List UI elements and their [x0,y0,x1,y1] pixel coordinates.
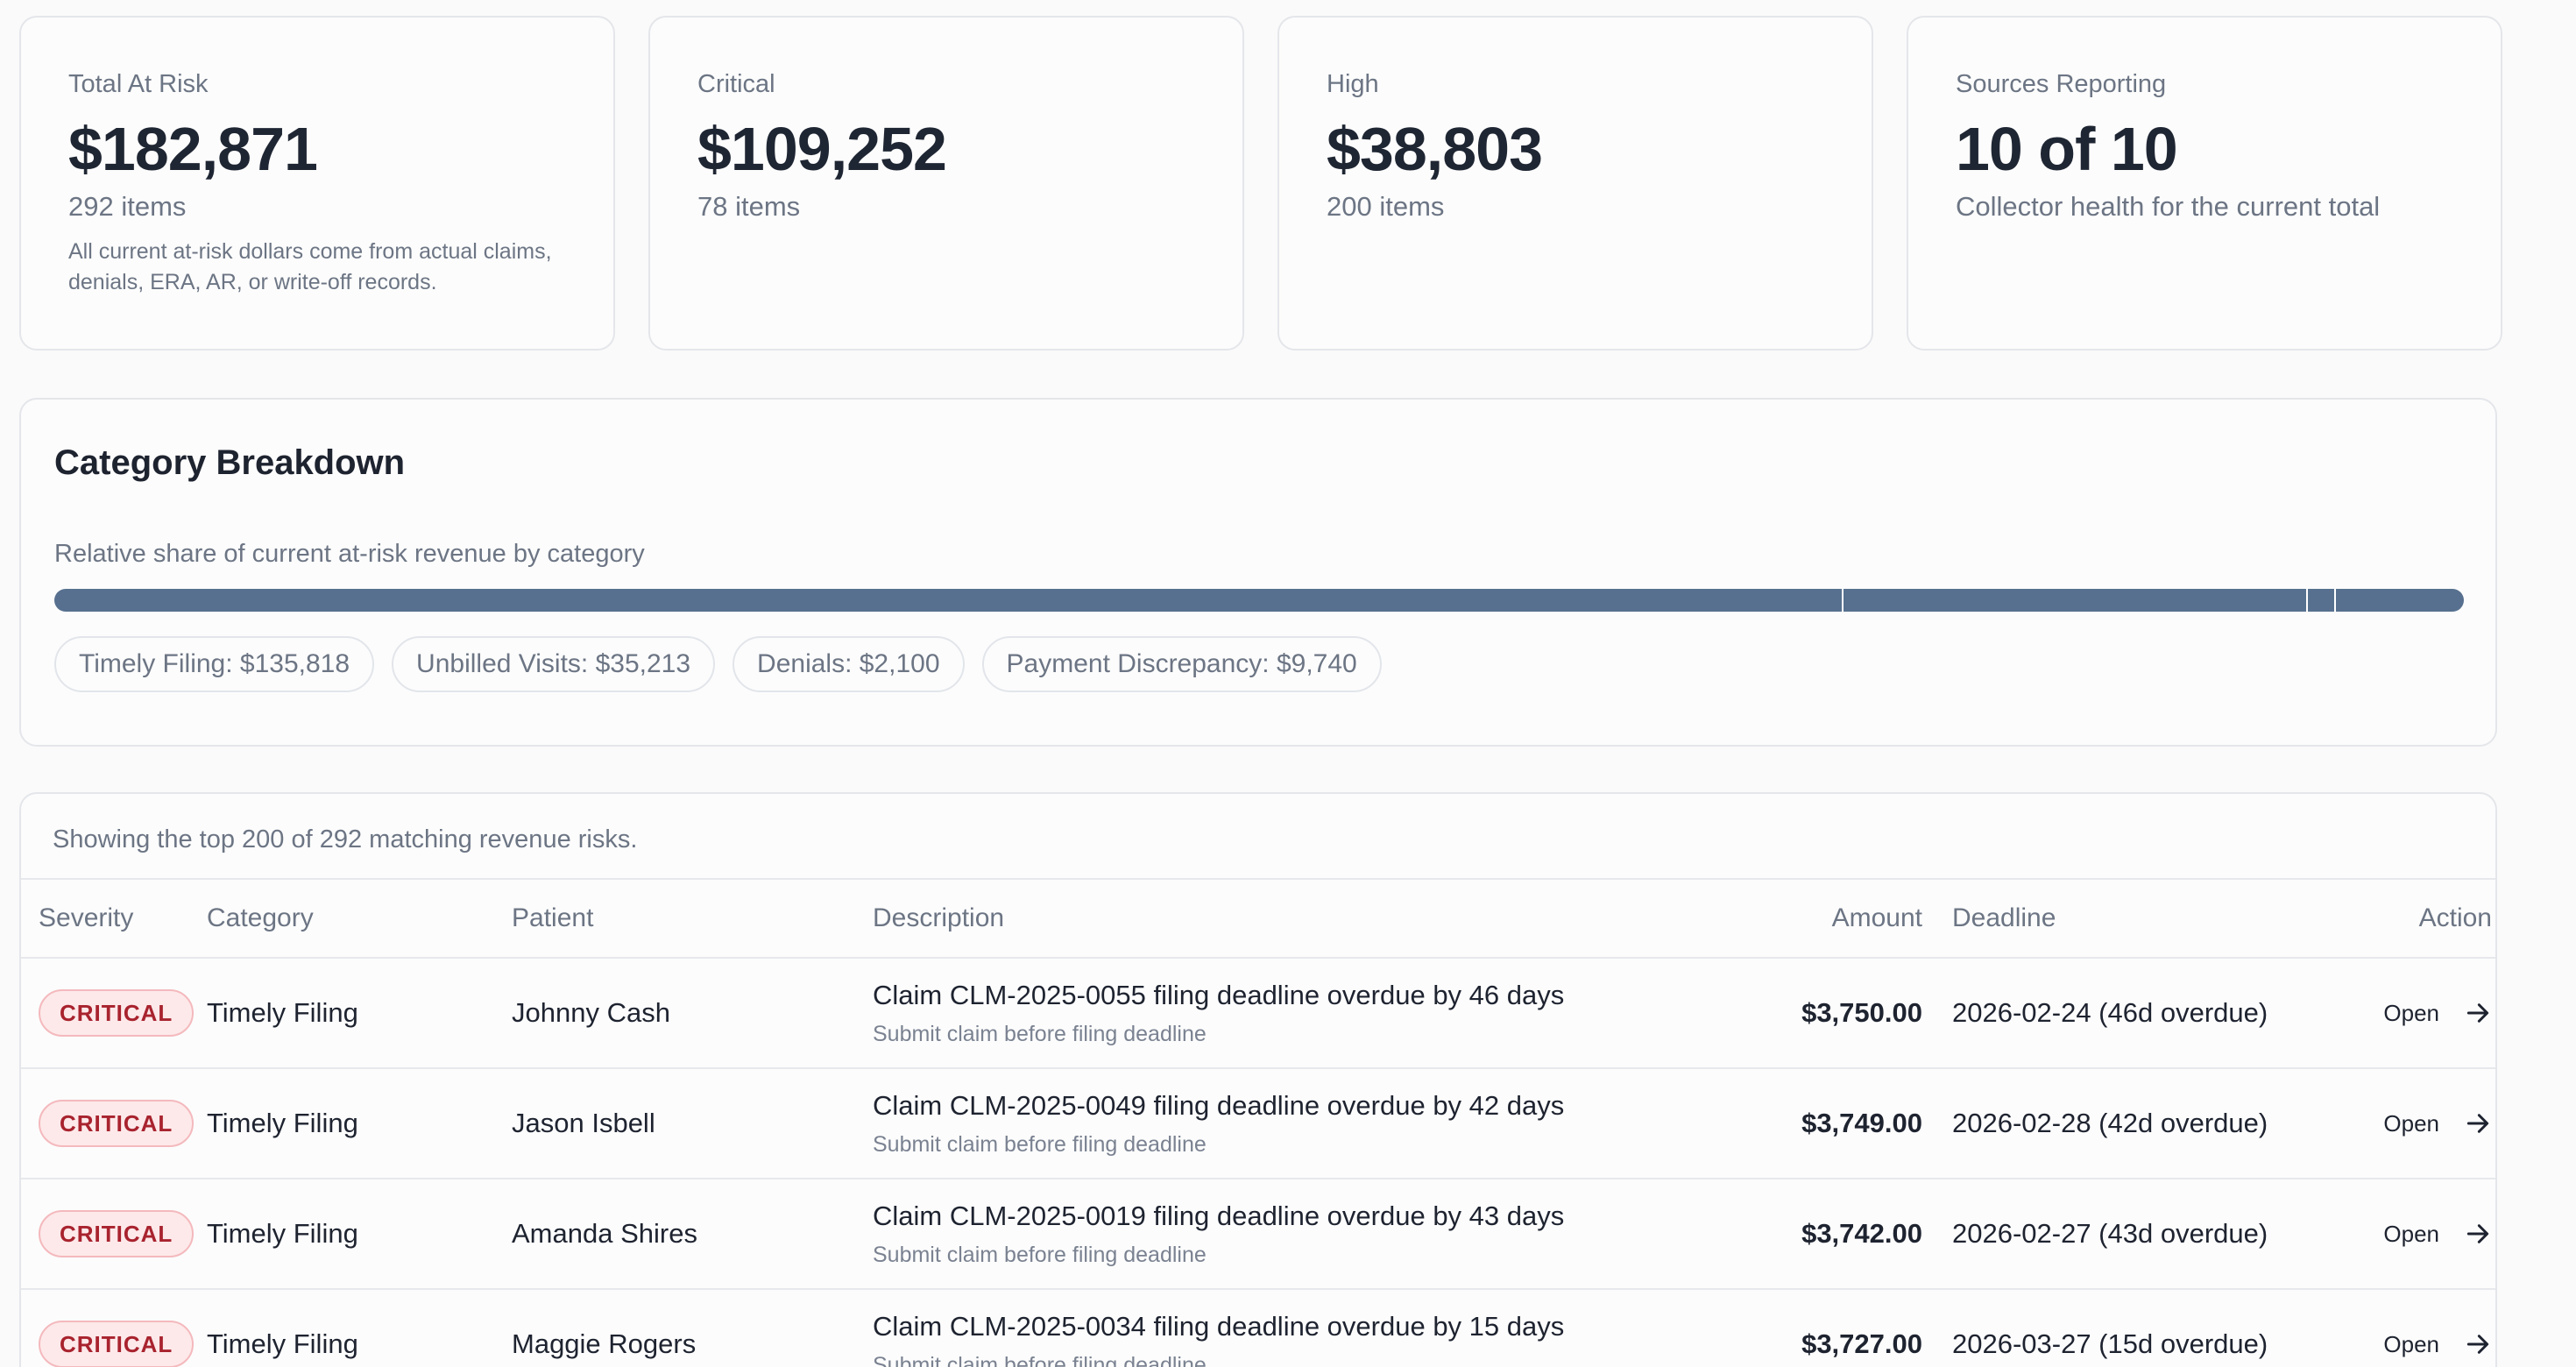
summary-cards: Total At Risk $182,871 292 items All cur… [19,16,2502,351]
severity-badge: CRITICAL [39,1210,195,1257]
header-patient[interactable]: Patient [512,903,594,932]
amount-cell: $3,749.00 [1801,1108,1922,1138]
header-description[interactable]: Description [873,903,1005,932]
card-sub: 292 items [68,191,187,222]
description-cell: Claim CLM-2025-0034 filing deadline over… [873,1309,1574,1367]
section-subtitle: Relative share of current at-risk revenu… [54,540,645,568]
patient-cell: Maggie Rogers [512,1328,697,1359]
open-button[interactable]: Open [2383,1220,2492,1248]
deadline-cell: 2026-02-27 (43d overdue) [1952,1218,2268,1249]
description-title: Claim CLM-2025-0049 filing deadline over… [873,1090,1565,1121]
arrow-right-icon [2466,1335,2489,1354]
revenue-risks-table: Showing the top 200 of 292 matching reve… [19,792,2497,1367]
header-category[interactable]: Category [207,903,314,932]
section-title: Category Breakdown [54,443,406,482]
open-button[interactable]: Open [2383,999,2492,1027]
description-cell: Claim CLM-2025-0049 filing deadline over… [873,1088,1574,1158]
share-segment-denials [2307,589,2336,612]
header-action: Action [2418,903,2492,932]
card-sources-reporting: Sources Reporting 10 of 10 Collector hea… [1907,16,2502,351]
severity-cell: CRITICAL [21,1100,207,1147]
card-label: Critical [697,70,775,98]
open-label: Open [2383,1109,2439,1137]
open-button[interactable]: Open [2383,1330,2492,1358]
category-cell: Timely Filing [207,1108,358,1138]
card-label: Total At Risk [68,70,209,98]
open-label: Open [2383,1220,2439,1247]
card-sub: 200 items [1327,191,1445,222]
table-caption: Showing the top 200 of 292 matching reve… [21,794,2495,880]
category-cell: Timely Filing [207,1218,358,1249]
card-label: Sources Reporting [1956,70,2167,98]
description-title: Claim CLM-2025-0055 filing deadline over… [873,980,1565,1010]
share-segment-unbilled-visits [1844,589,2308,612]
severity-badge: CRITICAL [39,1100,195,1147]
action-cell: Open [2360,1109,2495,1137]
table-header-row: Severity Category Patient Description Am… [21,880,2495,959]
description-title: Claim CLM-2025-0019 filing deadline over… [873,1201,1565,1231]
header-deadline[interactable]: Deadline [1952,903,2056,932]
action-cell: Open [2360,1220,2495,1248]
card-total-at-risk: Total At Risk $182,871 292 items All cur… [19,16,615,351]
severity-badge: CRITICAL [39,989,195,1037]
deadline-cell: 2026-03-27 (15d overdue) [1952,1328,2268,1359]
card-value: $182,871 [68,115,318,183]
table-row[interactable]: CRITICAL Timely Filing Amanda Shires Cla… [21,1179,2495,1290]
pill-unbilled-visits[interactable]: Unbilled Visits: $35,213 [392,636,716,692]
amount-cell: $3,742.00 [1801,1218,1922,1249]
category-cell: Timely Filing [207,997,358,1028]
header-amount[interactable]: Amount [1831,903,1922,932]
description-subtext: Submit claim before filing deadline [873,1022,1207,1046]
severity-cell: CRITICAL [21,989,207,1037]
description-subtext: Submit claim before filing deadline [873,1132,1207,1157]
pill-timely-filing[interactable]: Timely Filing: $135,818 [54,636,375,692]
open-label: Open [2383,1330,2439,1357]
card-label: High [1327,70,1379,98]
open-button[interactable]: Open [2383,1109,2492,1137]
card-sub: 78 items [697,191,801,222]
card-value: 10 of 10 [1956,115,2178,183]
category-share-bar [54,589,2464,612]
share-segment-timely-filing [54,589,1844,612]
description-cell: Claim CLM-2025-0019 filing deadline over… [873,1199,1574,1269]
card-value: $109,252 [697,115,947,183]
description-subtext: Submit claim before filing deadline [873,1243,1207,1267]
card-critical: Critical $109,252 78 items [648,16,1244,351]
card-value: $38,803 [1327,115,1543,183]
pill-payment-discrepancy[interactable]: Payment Discrepancy: $9,740 [981,636,1382,692]
arrow-right-icon [2466,1224,2489,1243]
description-cell: Claim CLM-2025-0055 filing deadline over… [873,978,1574,1048]
description-subtext: Submit claim before filing deadline [873,1353,1207,1367]
amount-cell: $3,727.00 [1801,1328,1922,1359]
deadline-cell: 2026-02-28 (42d overdue) [1952,1108,2268,1138]
severity-badge: CRITICAL [39,1321,195,1367]
arrow-right-icon [2466,1114,2489,1133]
deadline-cell: 2026-02-24 (46d overdue) [1952,997,2268,1028]
severity-cell: CRITICAL [21,1321,207,1367]
card-high: High $38,803 200 items [1277,16,1873,351]
category-pills: Timely Filing: $135,818 Unbilled Visits:… [54,636,2464,692]
patient-cell: Jason Isbell [512,1108,655,1138]
category-cell: Timely Filing [207,1328,358,1359]
patient-cell: Amanda Shires [512,1218,697,1249]
open-label: Open [2383,999,2439,1026]
action-cell: Open [2360,1330,2495,1358]
severity-cell: CRITICAL [21,1210,207,1257]
category-breakdown-panel: Category Breakdown Relative share of cur… [19,398,2497,747]
card-note: All current at-risk dollars come from ac… [68,239,552,294]
action-cell: Open [2360,999,2495,1027]
card-sub: Collector health for the current total [1956,191,2381,222]
pill-denials[interactable]: Denials: $2,100 [732,636,965,692]
patient-cell: Johnny Cash [512,997,670,1028]
amount-cell: $3,750.00 [1801,997,1922,1028]
arrow-right-icon [2466,1003,2489,1023]
table-row[interactable]: CRITICAL Timely Filing Maggie Rogers Cla… [21,1290,2495,1367]
header-severity[interactable]: Severity [39,903,134,932]
share-segment-payment-discrepancy [2335,589,2464,612]
table-row[interactable]: CRITICAL Timely Filing Johnny Cash Claim… [21,959,2495,1069]
description-title: Claim CLM-2025-0034 filing deadline over… [873,1311,1565,1342]
table-row[interactable]: CRITICAL Timely Filing Jason Isbell Clai… [21,1069,2495,1179]
